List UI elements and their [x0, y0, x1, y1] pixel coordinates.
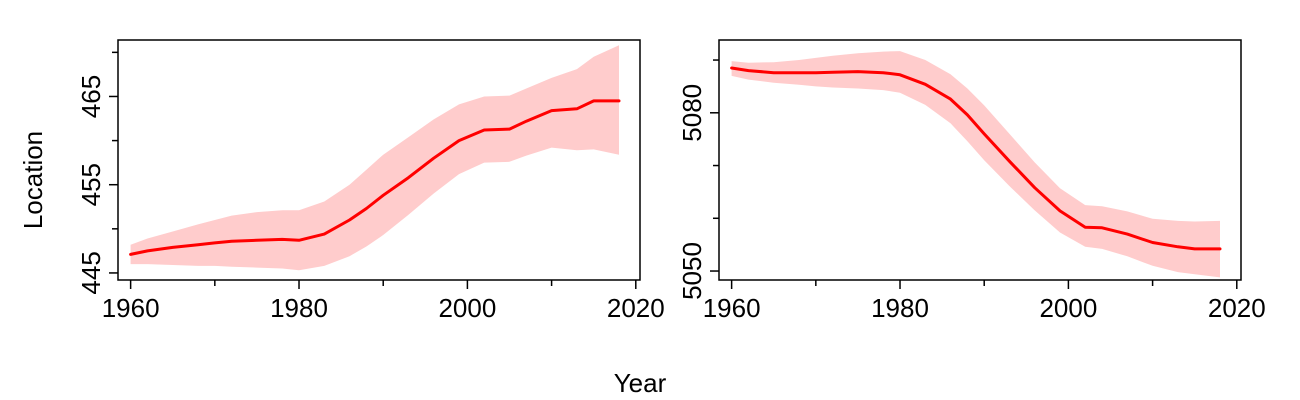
y-tick-label: 5050	[677, 242, 707, 300]
y-axis-title: Location	[18, 131, 48, 229]
x-tick-label: 2020	[1208, 293, 1266, 323]
x-tick-label: 2000	[1039, 293, 1097, 323]
x-tick-label: 2020	[607, 293, 665, 323]
x-tick-label: 2000	[438, 293, 496, 323]
panel-1: 1960 1980 2000 2020 445 455 465	[76, 40, 665, 323]
panel-2: 1960 1980 2000 2020 5050 5080	[677, 40, 1266, 323]
x-tick-label: 1980	[871, 293, 929, 323]
y-tick-label: 465	[76, 75, 106, 118]
x-tick-label: 1960	[703, 293, 761, 323]
y-tick-label: 455	[76, 163, 106, 206]
confidence-band	[732, 51, 1220, 277]
x-axis-title: Year	[614, 368, 667, 398]
x-tick-label: 1980	[270, 293, 328, 323]
chart-panels: 1960 1980 2000 2020 445 455 465 1960 1980 2000 202…	[76, 40, 1266, 323]
x-tick-label: 1960	[102, 293, 160, 323]
y-tick-label: 5080	[677, 84, 707, 142]
y-tick-label: 445	[76, 251, 106, 294]
confidence-band	[131, 45, 619, 270]
